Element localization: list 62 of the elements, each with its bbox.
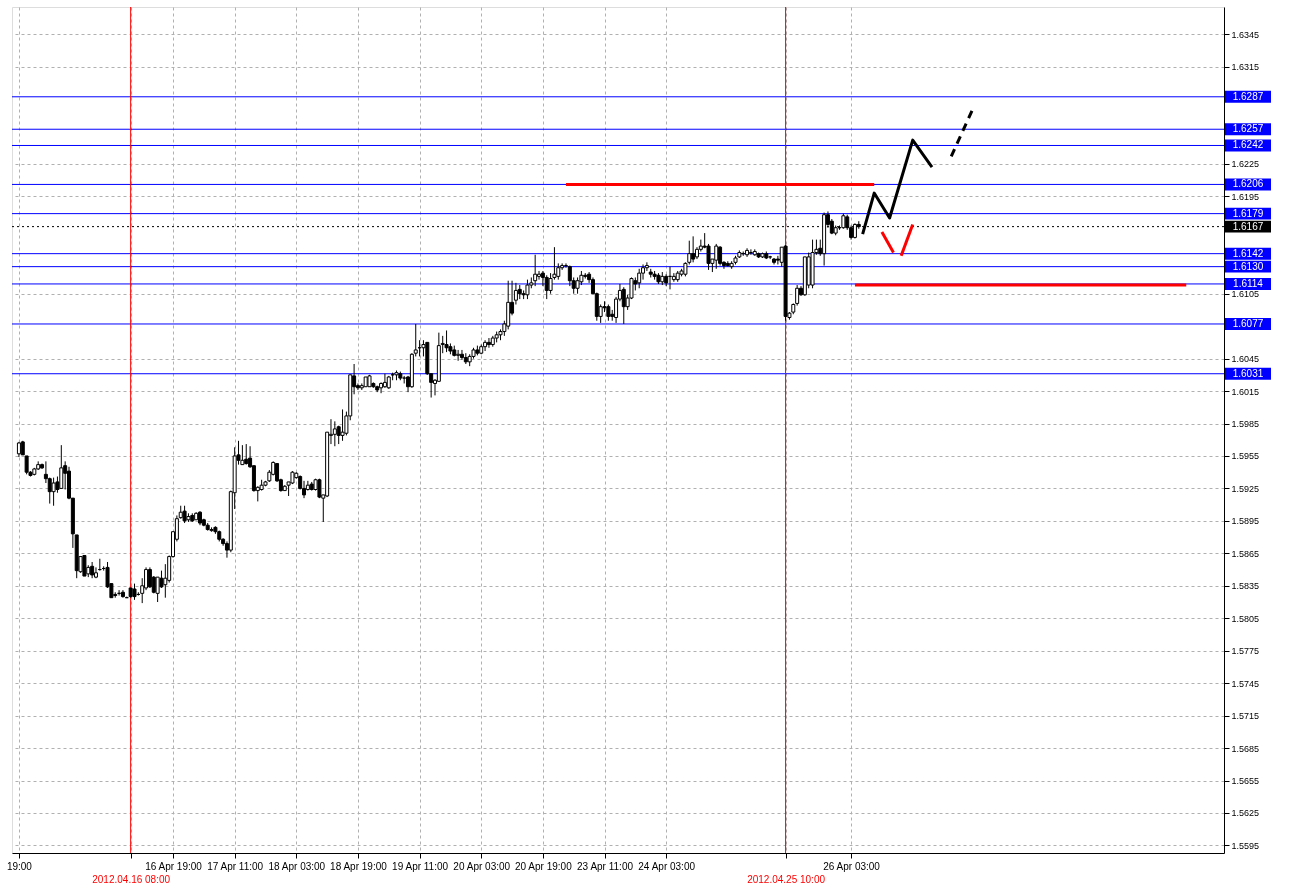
candlestick xyxy=(537,270,542,281)
x-tick-label: 20 Apr 03:00 xyxy=(453,860,511,872)
x-tick-label: 2012.04.16 08:00 xyxy=(92,873,171,885)
candlestick xyxy=(332,420,337,447)
ref-line-label: 1.6167 xyxy=(1232,220,1264,232)
candlestick xyxy=(486,337,491,349)
y-tick-label: 1.5685 xyxy=(1231,743,1260,754)
ref-line-label: 1.6179 xyxy=(1232,207,1264,219)
candlestick xyxy=(718,245,723,267)
candlestick xyxy=(340,408,345,442)
ref-line-label: 1.6077 xyxy=(1232,317,1264,329)
candlestick xyxy=(240,444,245,466)
y-tick-label: 1.5775 xyxy=(1231,646,1260,657)
ref-line-label: 1.6257 xyxy=(1232,123,1264,135)
y-tick-label: 1.5865 xyxy=(1231,548,1260,559)
x-tick-label: 18 Apr 03:00 xyxy=(268,860,326,872)
x-tick-label: 19 Apr 11:00 xyxy=(392,860,449,872)
candlestick xyxy=(59,444,64,489)
y-tick-label: 1.6195 xyxy=(1231,191,1260,202)
ref-line-label: 1.6206 xyxy=(1232,178,1264,190)
y-tick-label: 1.5655 xyxy=(1231,776,1260,787)
ref-line-label: 1.6287 xyxy=(1232,90,1264,102)
y-tick-label: 1.6225 xyxy=(1231,159,1260,170)
candlestick xyxy=(244,443,249,466)
candlestick xyxy=(714,243,719,270)
candlestick xyxy=(483,339,488,352)
y-tick-label: 1.6105 xyxy=(1231,289,1260,300)
candlestick xyxy=(637,268,642,289)
candlestick xyxy=(459,349,464,361)
y-tick-label: 1.6345 xyxy=(1231,29,1260,40)
y-tick-label: 1.5835 xyxy=(1231,581,1260,592)
ref-line-label: 1.6242 xyxy=(1232,139,1264,151)
ref-line-label: 1.6031 xyxy=(1232,367,1264,379)
x-tick-label: 18 Apr 19:00 xyxy=(330,860,388,872)
candlestick xyxy=(456,349,461,362)
candlestick xyxy=(147,566,152,589)
y-tick-label: 1.6315 xyxy=(1231,62,1260,72)
ref-line-label: 1.6130 xyxy=(1232,260,1264,272)
candlestick xyxy=(93,566,98,579)
x-tick-label: 2012.04.25 10:00 xyxy=(747,873,826,885)
y-tick-label: 1.5985 xyxy=(1231,419,1260,430)
ref-line-label: 1.6142 xyxy=(1232,247,1264,259)
y-tick-label: 1.5895 xyxy=(1231,516,1260,527)
y-tick-label: 1.5805 xyxy=(1231,613,1260,624)
ref-line-label: 1.6114 xyxy=(1233,277,1264,289)
x-tick-label: 20 Apr 19:00 xyxy=(515,860,573,872)
x-tick-label: 19:00 xyxy=(6,860,33,872)
y-tick-label: 1.5715 xyxy=(1231,711,1260,722)
y-tick-label: 1.6045 xyxy=(1231,354,1260,365)
y-tick-label: 1.5625 xyxy=(1231,808,1260,819)
x-tick-label: 26 Apr 03:00 xyxy=(823,860,881,872)
y-tick-label: 1.5745 xyxy=(1231,678,1260,689)
y-tick-label: 1.6015 xyxy=(1231,386,1260,397)
candlestick xyxy=(382,373,387,389)
x-tick-label: 16 Apr 19:00 xyxy=(145,860,203,872)
y-tick-label: 1.5925 xyxy=(1231,483,1260,494)
x-tick-label: 23 Apr 11:00 xyxy=(577,860,634,872)
y-tick-label: 1.5955 xyxy=(1231,451,1260,462)
candlestick xyxy=(533,254,538,287)
x-tick-label: 24 Apr 03:00 xyxy=(638,860,696,872)
x-tick-label: 17 Apr 11:00 xyxy=(207,860,264,872)
y-tick-label: 1.5595 xyxy=(1231,840,1260,851)
